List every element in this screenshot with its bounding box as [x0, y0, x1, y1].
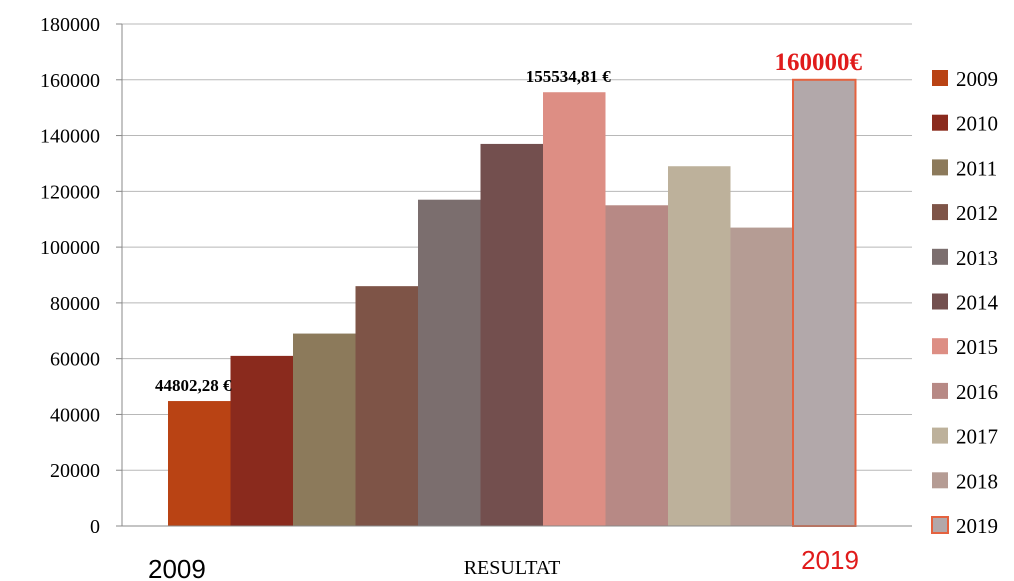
start-year-label: 2009 — [148, 554, 206, 581]
bar-2016 — [605, 205, 668, 526]
bar-2019 — [792, 78, 857, 528]
legend-swatch — [931, 516, 949, 534]
legend-label: 2010 — [956, 112, 998, 136]
legend-label: 2018 — [956, 469, 998, 493]
bar-2014 — [480, 143, 543, 526]
y-tick-label: 0 — [90, 516, 100, 538]
legend-label: 2009 — [956, 67, 998, 91]
legend-label: 2011 — [956, 156, 997, 180]
y-tick-label: 120000 — [40, 181, 100, 203]
data-label: 160000€ — [775, 49, 863, 76]
legend-swatch — [932, 427, 948, 444]
end-year-label: 2019 — [801, 545, 859, 575]
legend-swatch — [932, 204, 948, 221]
bars — [168, 78, 857, 528]
legend-label: 2015 — [956, 335, 998, 359]
legend-label: 2013 — [956, 246, 998, 270]
legend-swatch — [932, 382, 948, 399]
legend-label: 2014 — [956, 291, 999, 315]
legend-swatch — [932, 293, 948, 310]
legend: 2009 2010 2011 2012 2013 2014 2015 2016 2017 2018… — [931, 67, 999, 538]
legend-swatch — [932, 248, 948, 265]
data-label: 155534,81 € — [526, 67, 612, 86]
legend-label: 2016 — [956, 380, 998, 404]
x-axis-label: RESULTAT — [464, 557, 561, 579]
bar-2017 — [668, 166, 731, 526]
legend-swatch — [932, 159, 948, 176]
bar-2010 — [230, 355, 293, 526]
legend-label: 2012 — [956, 201, 998, 225]
bar-2011 — [293, 333, 356, 526]
legend-swatch — [932, 70, 948, 86]
y-tick-label: 140000 — [40, 126, 100, 148]
bar-2015 — [543, 92, 606, 526]
legend-label: 2017 — [956, 425, 998, 449]
y-tick-label: 20000 — [50, 460, 100, 482]
bar-2012 — [355, 286, 418, 526]
y-tick-label: 60000 — [50, 349, 100, 371]
y-tick-label: 80000 — [50, 293, 100, 315]
y-tick-label: 180000 — [40, 14, 100, 36]
y-tick-label: 40000 — [50, 404, 100, 426]
y-tick-label: 100000 — [40, 237, 100, 259]
data-labels: 44802,28 € 155534,81 € 160000€ — [155, 49, 863, 395]
y-axis-ticks: 0 20000 40000 60000 80000 100000 120000 140000 1… — [40, 14, 122, 538]
legend-swatch — [932, 472, 948, 489]
legend-swatch — [932, 114, 948, 131]
bar-2013 — [418, 199, 481, 526]
bar-2018 — [730, 227, 793, 527]
bar-2009 — [168, 401, 231, 526]
legend-swatch — [932, 338, 948, 355]
y-tick-label: 160000 — [40, 70, 100, 92]
data-label: 44802,28 € — [155, 376, 232, 395]
legend-label: 2019 — [956, 514, 998, 538]
